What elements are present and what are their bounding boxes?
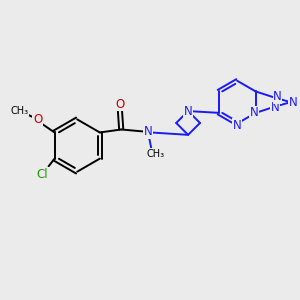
Text: N: N <box>289 96 298 109</box>
Text: N: N <box>144 125 152 138</box>
Text: N: N <box>250 106 259 119</box>
Text: Cl: Cl <box>37 168 49 181</box>
Text: CH₃: CH₃ <box>11 106 29 116</box>
Text: N: N <box>271 101 279 114</box>
Text: N: N <box>233 119 242 132</box>
Text: N: N <box>273 90 282 103</box>
Text: N: N <box>184 105 193 118</box>
Text: O: O <box>33 113 42 126</box>
Text: CH₃: CH₃ <box>147 148 165 159</box>
Text: O: O <box>115 98 124 111</box>
